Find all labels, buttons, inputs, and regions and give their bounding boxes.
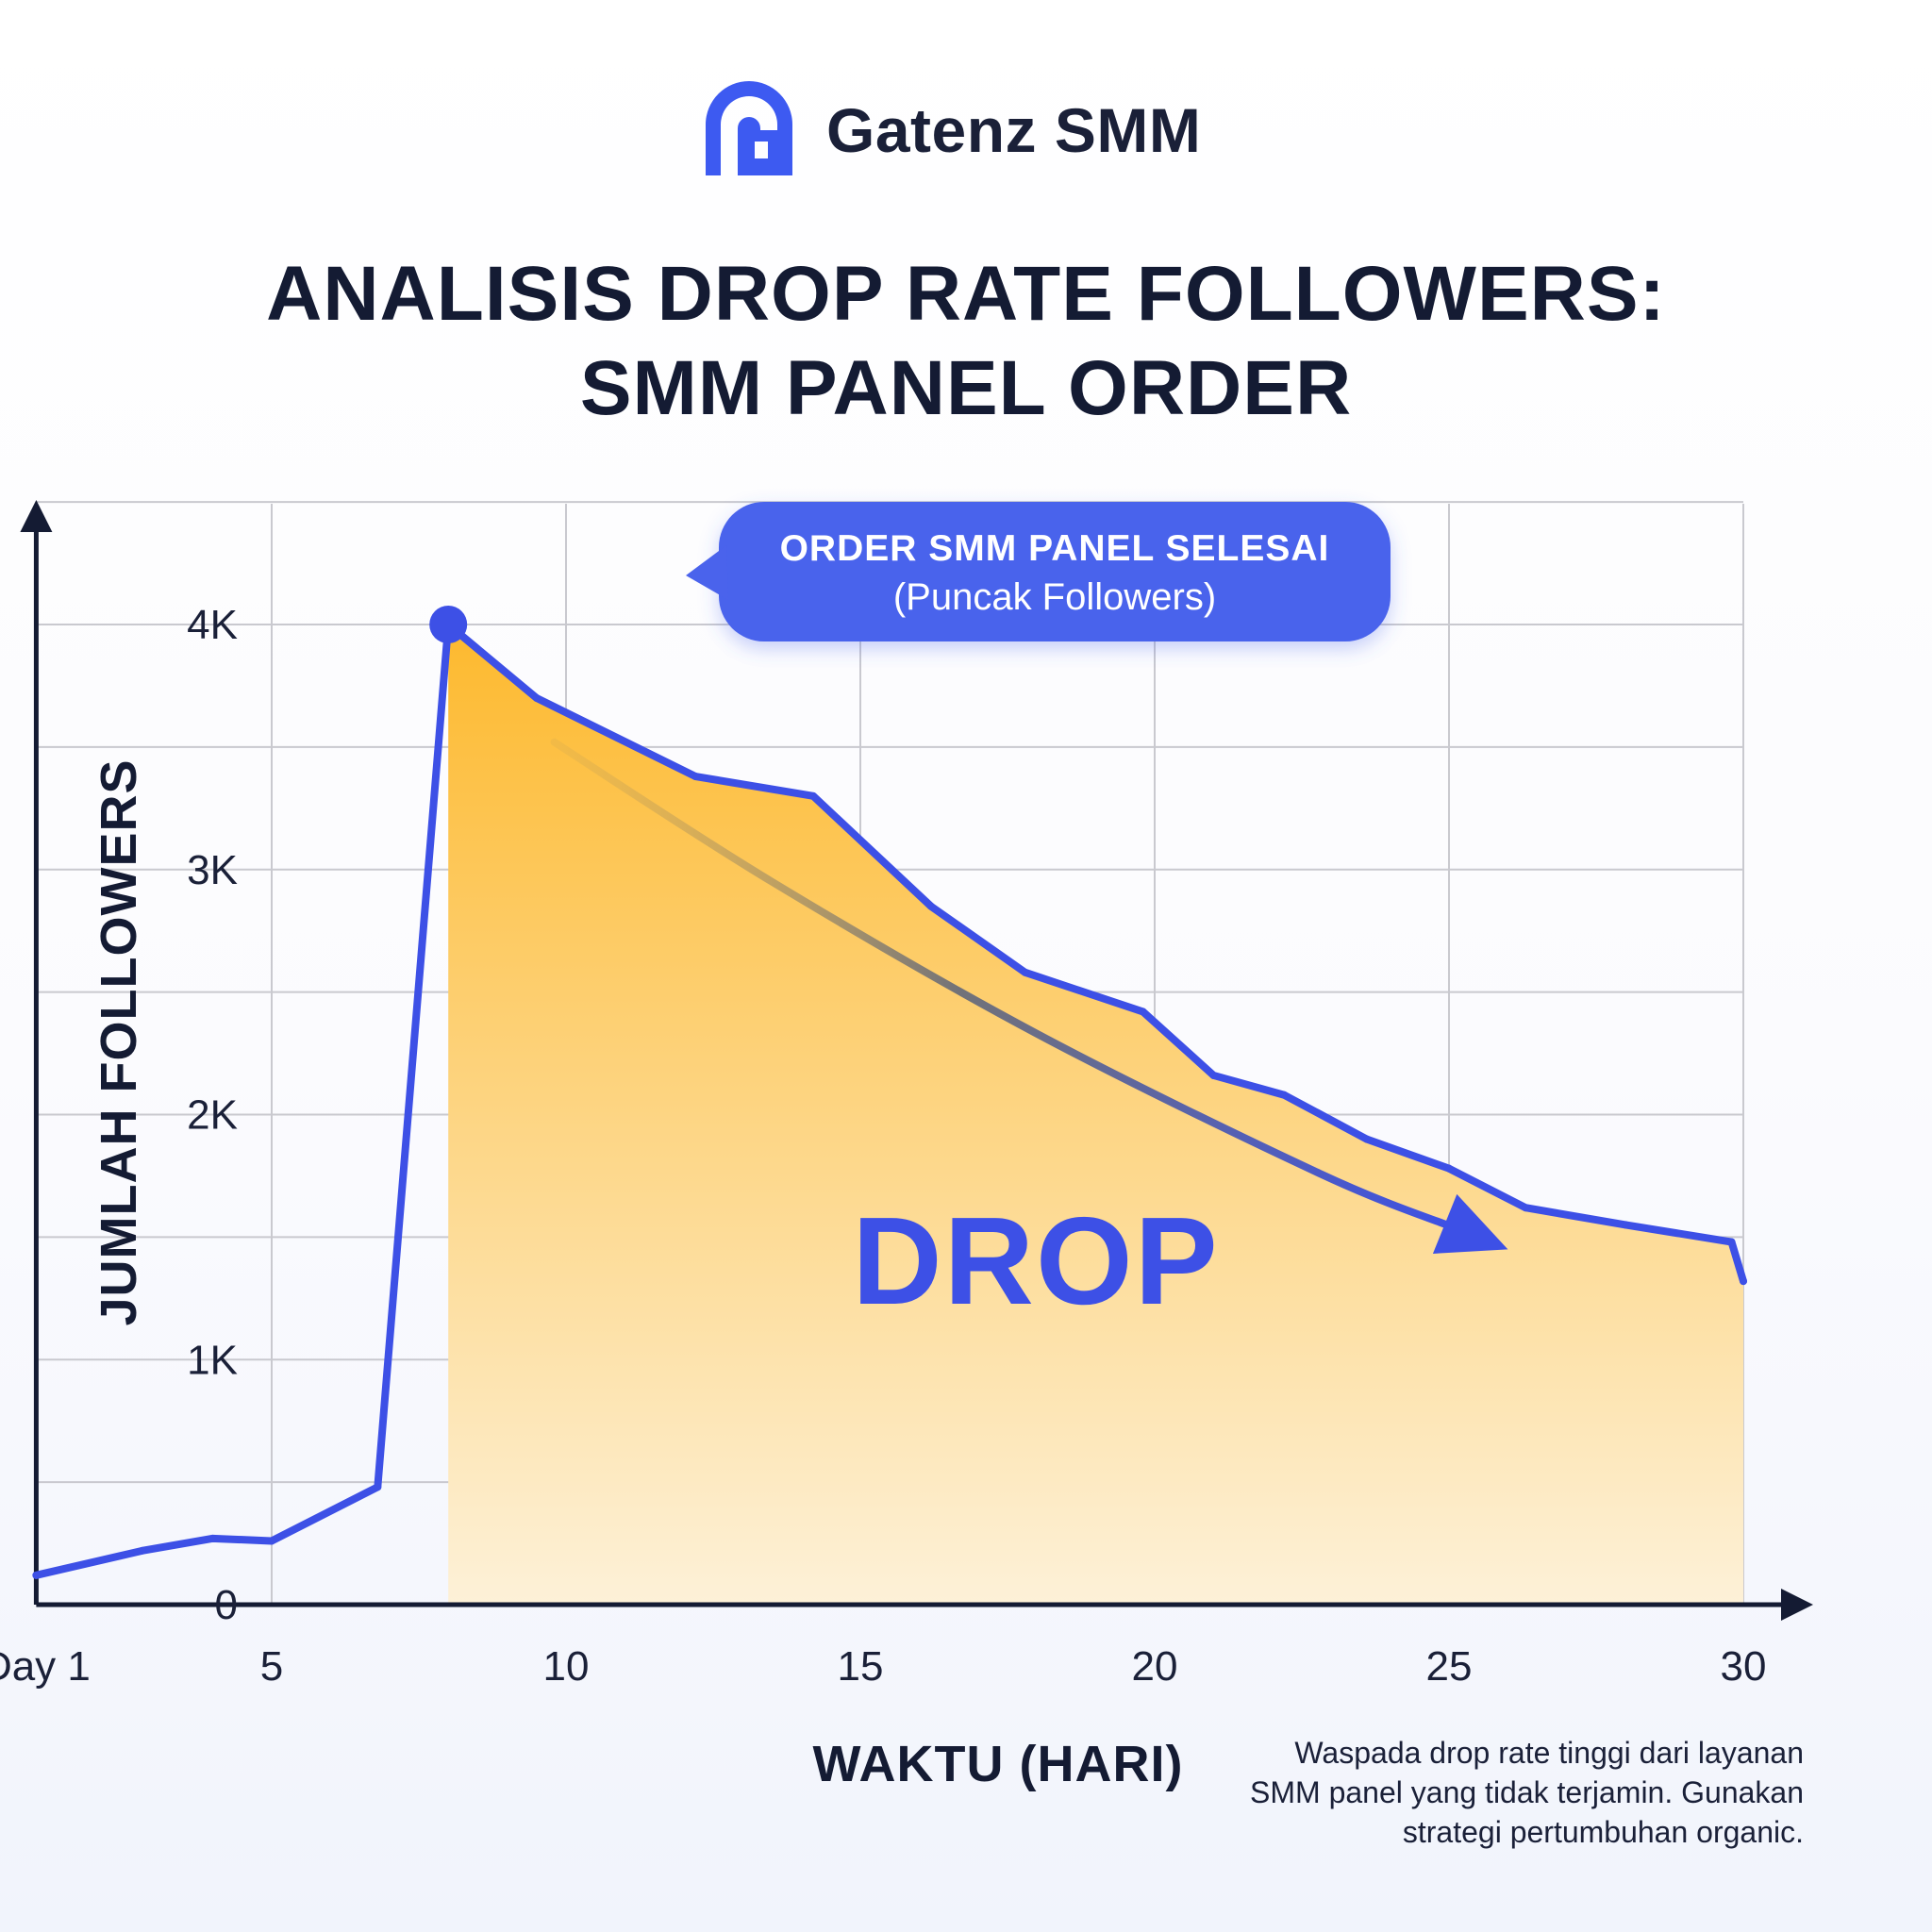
x-axis-arrow-icon bbox=[1781, 1589, 1813, 1621]
series-point bbox=[1727, 1238, 1736, 1246]
series-point bbox=[1139, 1008, 1147, 1016]
x-axis-title: WAKTU (HARI) bbox=[813, 1736, 1184, 1792]
series-point bbox=[138, 1546, 146, 1555]
callout-title: ORDER SMM PANEL SELESAI bbox=[780, 528, 1330, 569]
peak-marker bbox=[429, 606, 468, 643]
series-point bbox=[809, 791, 818, 800]
series-point bbox=[926, 902, 935, 910]
trend-arrow-line bbox=[550, 738, 1457, 1232]
drop-label: DROP bbox=[852, 1191, 1219, 1330]
tick-labels: Day 1 5 10 15 20 25 30 0 1K 2K 3K 4K bbox=[0, 602, 1766, 1690]
y-axis-arrow-icon bbox=[20, 500, 53, 532]
x-tick-label: 30 bbox=[1721, 1643, 1767, 1690]
x-tick-label: 25 bbox=[1426, 1643, 1473, 1690]
series-point bbox=[1280, 1091, 1289, 1099]
series-point bbox=[1622, 1221, 1630, 1229]
note-line-2: SMM panel yang tidak terjamin. Gunakan bbox=[1250, 1775, 1804, 1809]
x-tick-label: 20 bbox=[1132, 1643, 1178, 1690]
series-point bbox=[1522, 1204, 1530, 1212]
brand-name: Gatenz SMM bbox=[826, 95, 1202, 165]
trend-arrow-head bbox=[1432, 1193, 1508, 1254]
series-point bbox=[32, 1571, 41, 1579]
series-point bbox=[1740, 1277, 1747, 1286]
series-point bbox=[691, 773, 700, 781]
title-line-2: SMM PANEL ORDER bbox=[579, 345, 1353, 431]
footer-note: Waspada drop rate tinggi dari layanan SM… bbox=[1162, 1733, 1804, 1852]
series-point bbox=[1362, 1135, 1371, 1143]
drop-area bbox=[448, 625, 1744, 1605]
series-line-followers bbox=[32, 621, 1747, 1579]
axes bbox=[20, 500, 1813, 1621]
note-line-1: Waspada drop rate tinggi dari layanan bbox=[1294, 1736, 1804, 1770]
x-tick-label: 5 bbox=[260, 1643, 283, 1690]
y-axis-title: JUMLAH FOLLOWERS bbox=[91, 759, 147, 1326]
series-points bbox=[32, 621, 1747, 1579]
logo-gate-shape bbox=[706, 81, 792, 175]
y-tick-label: 4K bbox=[187, 602, 238, 648]
y-tick-label: 3K bbox=[187, 847, 238, 893]
series-point bbox=[1445, 1164, 1453, 1173]
y-tick-label: 1K bbox=[187, 1337, 238, 1383]
page-title: ANALISIS DROP RATE FOLLOWERS: SMM PANEL … bbox=[0, 247, 1932, 436]
x-tick-label: 15 bbox=[838, 1643, 884, 1690]
x-tick-label: Day 1 bbox=[0, 1643, 91, 1690]
series-point bbox=[208, 1534, 217, 1542]
series-point bbox=[1209, 1071, 1218, 1079]
series-point bbox=[1021, 968, 1029, 976]
callout-subtitle: (Puncak Followers) bbox=[893, 576, 1216, 618]
x-tick-label: 10 bbox=[543, 1643, 590, 1690]
y-tick-label: 2K bbox=[187, 1092, 238, 1139]
callout-pointer bbox=[686, 545, 728, 600]
y-tick-label: 0 bbox=[215, 1582, 238, 1628]
brand: Gatenz SMM bbox=[702, 81, 1201, 179]
note-line-3: strategi pertumbuhan organic. bbox=[1402, 1815, 1804, 1849]
series-point bbox=[532, 693, 541, 702]
callout-box bbox=[719, 502, 1391, 641]
title-line-1: ANALISIS DROP RATE FOLLOWERS: bbox=[266, 251, 1666, 337]
series-point bbox=[374, 1483, 382, 1491]
series-point bbox=[268, 1537, 275, 1545]
callout-peak: ORDER SMM PANEL SELESAI (Puncak Follower… bbox=[686, 502, 1391, 641]
brand-logo-icon bbox=[706, 81, 792, 175]
